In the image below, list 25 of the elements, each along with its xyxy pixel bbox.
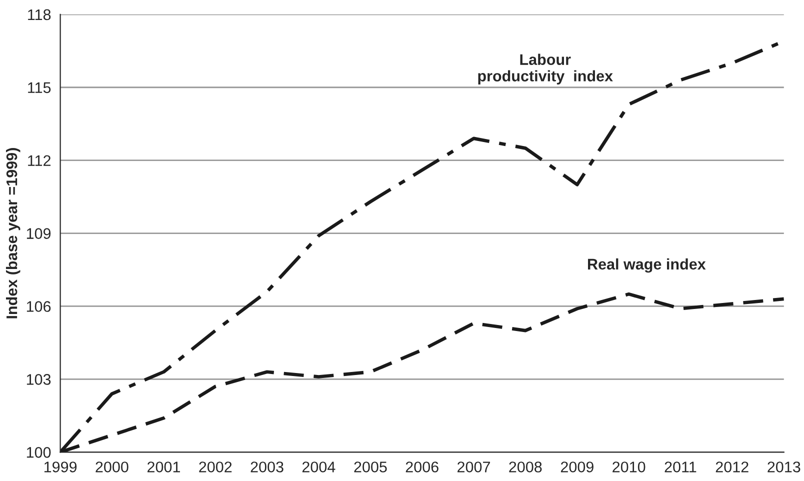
x-tick-label: 2013 <box>768 462 800 472</box>
y-tick-label: 115 <box>28 82 51 94</box>
annotation: Real wage index <box>588 258 706 273</box>
y-tick-label: 103 <box>26 374 51 385</box>
x-tick-label: 2000 <box>96 462 128 472</box>
y-tick-label: 118 <box>28 9 51 20</box>
y-tick-label: 109 <box>26 228 51 239</box>
x-tick-label: 2005 <box>354 462 387 472</box>
x-tick-label: 2010 <box>612 462 646 472</box>
x-tick-label: 2003 <box>250 462 284 472</box>
x-tick-label: 2004 <box>302 462 336 472</box>
x-tick-label: 2007 <box>458 462 490 472</box>
x-tick-label: 1999 <box>44 462 77 472</box>
x-tick-label: 2001 <box>148 462 180 472</box>
y-axis-title: Index (base year =1999) <box>6 148 20 318</box>
x-tick-label: 2009 <box>560 462 594 472</box>
x-tick-label: 2008 <box>509 462 542 472</box>
x-tick-label: 2011 <box>664 462 696 472</box>
y-tick-label: 100 <box>26 447 51 458</box>
x-tick-label: 2006 <box>406 462 438 472</box>
x-tick-label: 2012 <box>716 462 748 472</box>
y-tick-label: 112 <box>28 155 51 166</box>
x-tick-label: 2002 <box>199 462 232 472</box>
annotation: Labour productivity index <box>478 54 613 84</box>
y-tick-label: 106 <box>26 301 51 312</box>
